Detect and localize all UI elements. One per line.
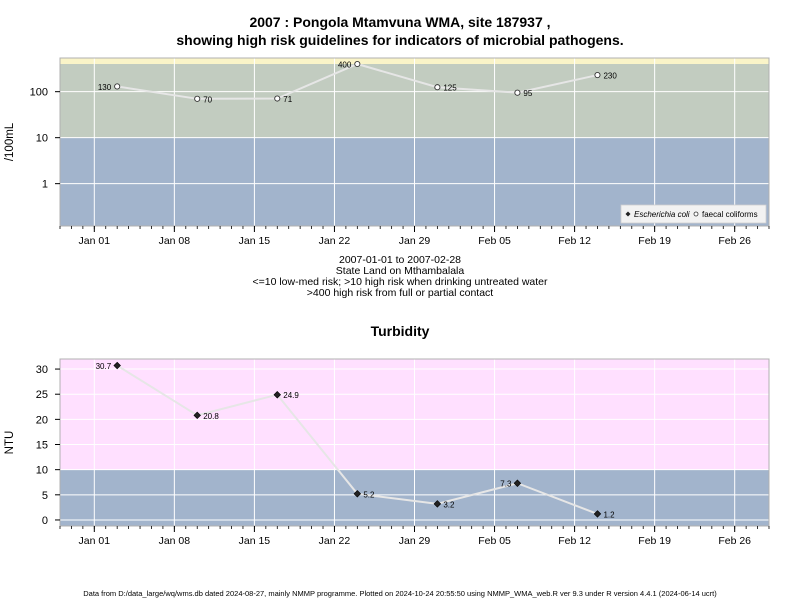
data-point <box>114 83 121 90</box>
data-label: 20.8 <box>203 412 219 421</box>
data-label: 125 <box>443 84 457 93</box>
contact-risk-note: >400 high risk from full or partial cont… <box>306 287 494 299</box>
legend-faecal-label: faecal coliforms <box>702 210 758 219</box>
data-label: 230 <box>603 72 617 81</box>
y-tick-label: 20 <box>36 414 48 426</box>
data-label: 400 <box>338 60 352 69</box>
data-label: 70 <box>203 95 212 104</box>
x-tick-label: Feb 05 <box>478 235 511 247</box>
x-tick-label: Feb 19 <box>638 535 671 547</box>
y-tick-label: 10 <box>36 465 48 477</box>
site-note: State Land on Mthambalala <box>335 265 465 277</box>
data-point <box>273 390 281 399</box>
drinking-risk-note: <=10 low-med risk; >10 high risk when dr… <box>252 276 548 288</box>
x-tick-label: Jan 15 <box>239 535 271 547</box>
data-label: 7.3 <box>500 480 512 489</box>
microbial-chart: Jan 01 Jan 08 Jan 15 Jan 22 Jan 29 Feb 05 Feb … <box>4 57 770 247</box>
data-label: 1.2 <box>603 510 615 519</box>
x-tick-label: Jan 29 <box>399 235 431 247</box>
x-tick-label: Feb 19 <box>638 235 671 247</box>
data-point <box>193 411 201 420</box>
x-tick-label: Jan 01 <box>79 235 111 247</box>
x-tick-label: Feb 26 <box>718 535 751 547</box>
y-tick-label: 25 <box>36 389 48 401</box>
y-tick-label: 100 <box>30 87 48 99</box>
x-tick-label: Feb 26 <box>718 235 751 247</box>
x-tick-label: Feb 12 <box>558 235 591 247</box>
data-point <box>353 490 362 498</box>
x-tick-label: Feb 12 <box>558 535 591 547</box>
footer-note: Data from D:/data_large/wq/wms.db dated … <box>83 589 717 598</box>
x-tick-label: Jan 08 <box>159 535 191 547</box>
data-label: 130 <box>98 83 112 92</box>
x-tick-label: Jan 01 <box>79 535 111 547</box>
x-tick-label: Jan 22 <box>319 535 351 547</box>
legend <box>620 204 767 224</box>
y-tick-label: 0 <box>42 515 48 527</box>
data-label: 5.2 <box>363 490 375 499</box>
data-point <box>513 479 522 487</box>
y-tick-label: 5 <box>42 490 48 502</box>
chart-subtitle: showing high risk guidelines for indicat… <box>176 32 624 48</box>
x-tick-label: Jan 22 <box>319 235 351 247</box>
x-tick-label: Jan 08 <box>159 235 191 247</box>
data-label: 3.2 <box>443 500 455 509</box>
chart-title: 2007 : Pongola Mtamvuna WMA, site 187937… <box>249 14 551 30</box>
data-label: 30.7 <box>96 362 112 371</box>
y-tick-label: 30 <box>36 364 48 376</box>
date-range-note: 2007-01-01 to 2007-02-28 <box>338 254 461 266</box>
data-point <box>593 510 602 518</box>
x-tick-label: Jan 29 <box>399 535 431 547</box>
turbidity-title: Turbidity <box>370 323 430 339</box>
data-point <box>434 84 441 91</box>
x-tick-label: Feb 05 <box>478 535 511 547</box>
data-point <box>594 71 601 79</box>
x-tick-label: Jan 15 <box>239 235 271 247</box>
data-label: 24.9 <box>283 391 299 400</box>
y-tick-label: 15 <box>36 440 48 452</box>
legend-faecal-marker <box>693 211 699 217</box>
legend-ecoli-marker <box>625 211 631 217</box>
y-tick-label: 10 <box>36 133 48 145</box>
data-point <box>354 60 361 68</box>
data-point <box>514 89 521 96</box>
turbidity-chart: Jan 01 Jan 08 Jan 15 Jan 22 Jan 29 Feb 05 Feb … <box>4 358 770 547</box>
y-axis-label: /100mL <box>4 122 16 161</box>
data-point <box>113 361 121 370</box>
data-point <box>194 95 201 102</box>
data-label: 71 <box>283 95 292 104</box>
y-tick-label: 1 <box>42 179 48 191</box>
legend-ecoli-label: Escherichia coli <box>634 210 690 219</box>
data-point <box>274 95 281 102</box>
data-point <box>433 500 442 508</box>
y-axis-label: NTU <box>4 431 16 455</box>
data-label: 95 <box>523 89 532 98</box>
